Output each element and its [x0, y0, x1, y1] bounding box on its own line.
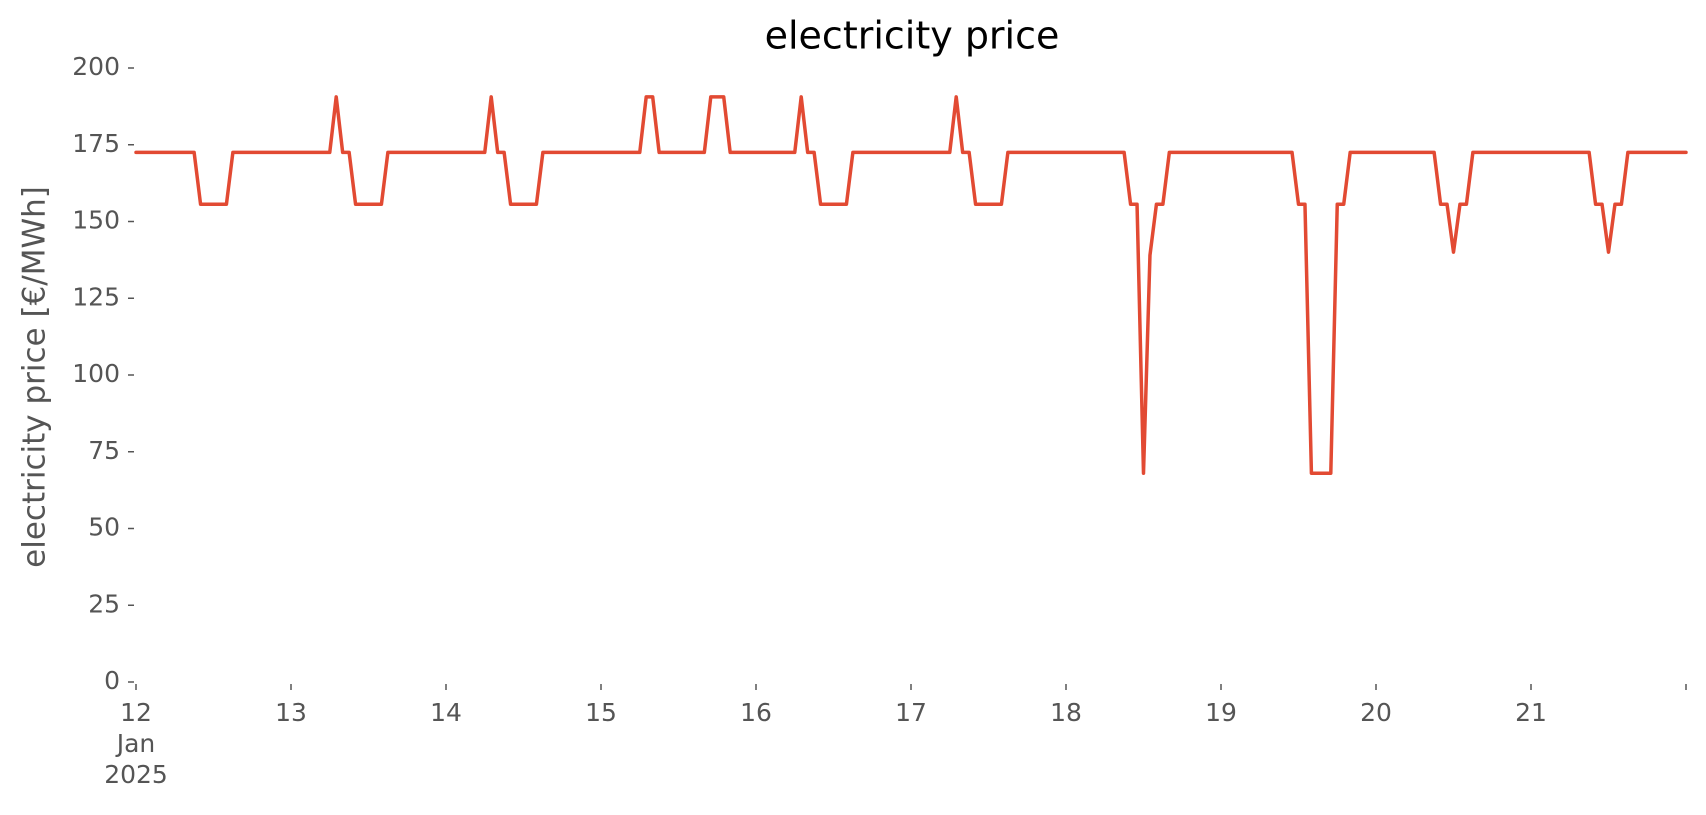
x-tick-label: 15: [585, 698, 617, 727]
y-tick-label: 200: [72, 52, 120, 81]
series-group: [134, 95, 1688, 475]
series-line-0: [134, 95, 1688, 475]
x-tick-label: 20: [1360, 698, 1392, 727]
y-tick-label: 100: [72, 359, 120, 388]
y-tick-label: 175: [72, 129, 120, 158]
y-tick-label: 25: [88, 589, 120, 618]
x-tick-label: 13: [275, 698, 307, 727]
chart-title: electricity price: [765, 14, 1060, 58]
y-axis: 0 25 50 75 100 125 150 175 200: [72, 52, 134, 695]
x-tick-label: Jan: [115, 729, 156, 758]
y-tick-label: 50: [88, 513, 120, 542]
x-tick-label: 14: [430, 698, 462, 727]
y-tick-label: 75: [88, 436, 120, 465]
x-tick-label: 18: [1050, 698, 1082, 727]
x-tick-label: 16: [740, 698, 772, 727]
x-tick-label: 19: [1205, 698, 1237, 727]
y-tick-label: 0: [104, 666, 120, 695]
y-tick-label: 125: [72, 282, 120, 311]
y-axis-label: electricity price [€/MWh]: [17, 186, 53, 568]
x-tick-label: 17: [895, 698, 927, 727]
x-tick-label: 2025: [104, 760, 168, 789]
x-tick-label: 21: [1515, 698, 1547, 727]
x-tick-label: 12: [120, 698, 152, 727]
y-tick-label: 150: [72, 206, 120, 235]
